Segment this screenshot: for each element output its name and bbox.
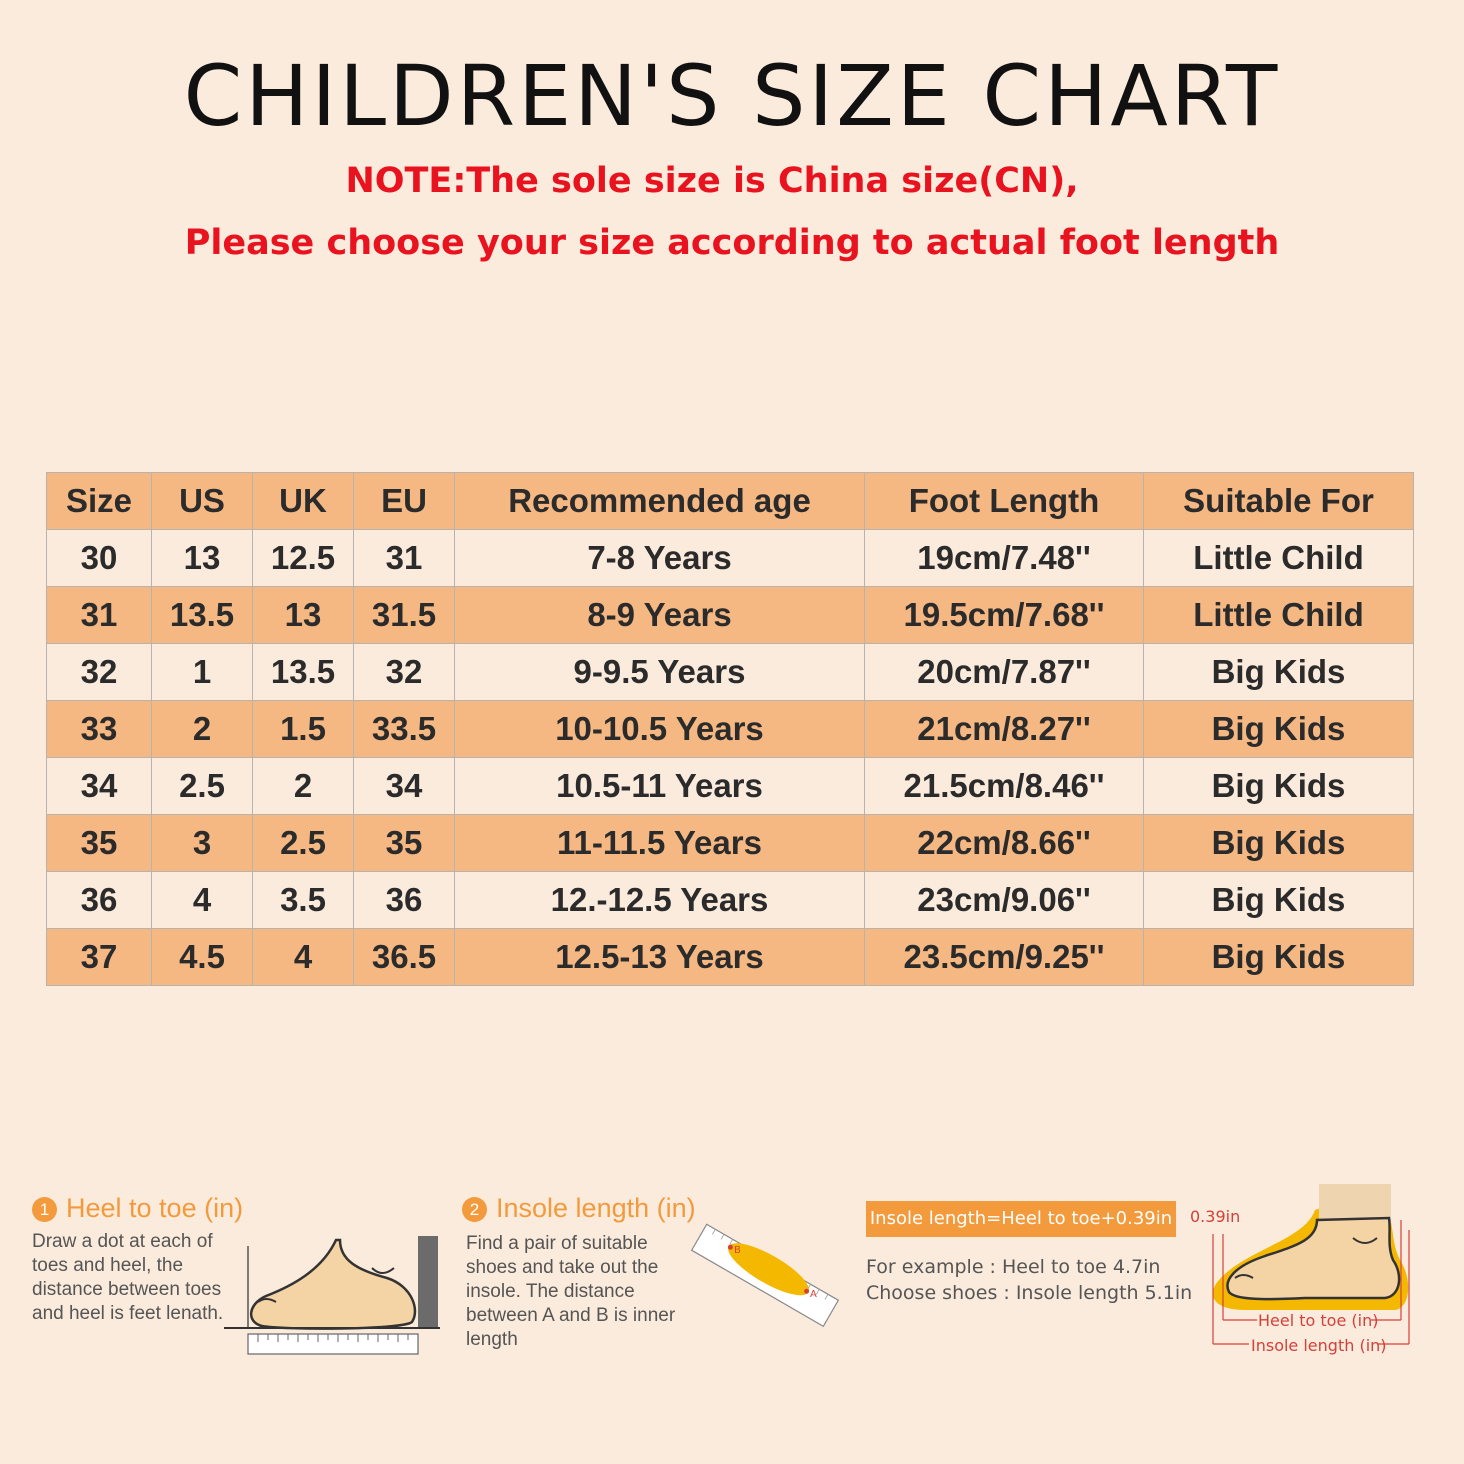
page-title: CHILDREN'S SIZE CHART xyxy=(183,47,1281,145)
cell-foot-length: 21cm/8.27'' xyxy=(864,700,1144,758)
cell-uk: 2 xyxy=(252,757,354,815)
note-line-1: NOTE:The sole size is China size(CN), xyxy=(345,161,1079,201)
cell-size: 33 xyxy=(46,700,152,758)
step-1-text: Draw a dot at each of toes and heel, the… xyxy=(32,1231,224,1324)
insole-ruler-illustration: B A xyxy=(690,1223,840,1328)
cell-foot-length: 19.5cm/7.68'' xyxy=(864,586,1144,644)
cell-suitable-for: Little Child xyxy=(1143,529,1414,587)
cell-size: 32 xyxy=(46,643,152,701)
cell-us: 1 xyxy=(151,643,253,701)
cell-eu: 36.5 xyxy=(353,928,455,986)
heel-to-toe-label: Heel to toe (in) xyxy=(1258,1311,1379,1330)
cell-suitable-for: Big Kids xyxy=(1143,814,1414,872)
cell-foot-length: 21.5cm/8.46'' xyxy=(864,757,1144,815)
cell-uk: 2.5 xyxy=(252,814,354,872)
offset-label: 0.39in xyxy=(1190,1207,1241,1226)
step-2-title: Insole length (in) xyxy=(496,1193,696,1223)
cell-foot-length: 23cm/9.06'' xyxy=(864,871,1144,929)
cell-age: 8-9 Years xyxy=(454,586,865,644)
header-us: US xyxy=(151,472,253,530)
cell-foot-length: 22cm/8.66'' xyxy=(864,814,1144,872)
cell-uk: 4 xyxy=(252,928,354,986)
cell-eu: 31.5 xyxy=(353,586,455,644)
cell-uk: 1.5 xyxy=(252,700,354,758)
cell-us: 4 xyxy=(151,871,253,929)
table-row: 35 3 2.5 35 11-11.5 Years 22cm/8.66'' Bi… xyxy=(46,814,1414,872)
table-row: 37 4.5 4 36.5 12.5-13 Years 23.5cm/9.25'… xyxy=(46,928,1414,986)
cell-size: 37 xyxy=(46,928,152,986)
cell-age: 9-9.5 Years xyxy=(454,643,865,701)
example-line-2: Choose shoes : Insole length 5.1in xyxy=(866,1282,1193,1304)
table-row: 30 13 12.5 31 7-8 Years 19cm/7.48'' Litt… xyxy=(46,529,1414,587)
cell-foot-length: 20cm/7.87'' xyxy=(864,643,1144,701)
cell-eu: 36 xyxy=(353,871,455,929)
cell-suitable-for: Little Child xyxy=(1143,586,1414,644)
cell-uk: 13 xyxy=(252,586,354,644)
table-header-row: Size US UK EU Recommended age Foot Lengt… xyxy=(46,472,1414,530)
note-line-2: Please choose your size according to act… xyxy=(184,223,1280,263)
cell-foot-length: 19cm/7.48'' xyxy=(864,529,1144,587)
cell-suitable-for: Big Kids xyxy=(1143,700,1414,758)
step-1-heading: 1 Heel to toe (in) xyxy=(32,1193,243,1224)
table-row: 36 4 3.5 36 12.-12.5 Years 23cm/9.06'' B… xyxy=(46,871,1414,929)
step-1-number: 1 xyxy=(32,1197,57,1223)
table-row: 31 13.5 13 31.5 8-9 Years 19.5cm/7.68'' … xyxy=(46,586,1414,644)
header-foot-length: Foot Length xyxy=(864,472,1144,530)
cell-suitable-for: Big Kids xyxy=(1143,928,1414,986)
header-size: Size xyxy=(46,472,152,530)
cell-us: 2 xyxy=(151,700,253,758)
cell-eu: 31 xyxy=(353,529,455,587)
insole-formula-badge: Insole length=Heel to toe+0.39in xyxy=(866,1201,1176,1237)
step-2-heading: 2 Insole length (in) xyxy=(462,1193,696,1224)
insole-length-label: Insole length (in) xyxy=(1251,1336,1387,1355)
cell-age: 7-8 Years xyxy=(454,529,865,587)
heel-to-toe-foot-illustration xyxy=(224,1236,440,1355)
cell-age: 12.-12.5 Years xyxy=(454,871,865,929)
cell-size: 34 xyxy=(46,757,152,815)
header-recommended-age: Recommended age xyxy=(454,472,865,530)
table-row: 33 2 1.5 33.5 10-10.5 Years 21cm/8.27'' … xyxy=(46,700,1414,758)
cell-us: 4.5 xyxy=(151,928,253,986)
cell-uk: 3.5 xyxy=(252,871,354,929)
cell-eu: 32 xyxy=(353,643,455,701)
header-eu: EU xyxy=(353,472,455,530)
header-uk: UK xyxy=(252,472,354,530)
cell-size: 30 xyxy=(46,529,152,587)
step-1-title: Heel to toe (in) xyxy=(66,1193,244,1223)
cell-uk: 12.5 xyxy=(252,529,354,587)
example-text: For example : Heel to toe 4.7in Choose s… xyxy=(866,1254,1192,1306)
insole-comparison-foot-illustration xyxy=(1212,1184,1410,1345)
cell-us: 3 xyxy=(151,814,253,872)
cell-us: 13.5 xyxy=(151,586,253,644)
cell-suitable-for: Big Kids xyxy=(1143,757,1414,815)
cell-age: 12.5-13 Years xyxy=(454,928,865,986)
cell-uk: 13.5 xyxy=(252,643,354,701)
cell-eu: 35 xyxy=(353,814,455,872)
cell-size: 36 xyxy=(46,871,152,929)
step-2-text: Find a pair of suitable shoes and take o… xyxy=(466,1233,676,1350)
size-table: Size US UK EU Recommended age Foot Lengt… xyxy=(46,472,1414,986)
cell-age: 11-11.5 Years xyxy=(454,814,865,872)
cell-us: 13 xyxy=(151,529,253,587)
cell-age: 10-10.5 Years xyxy=(454,700,865,758)
table-row: 34 2.5 2 34 10.5-11 Years 21.5cm/8.46'' … xyxy=(46,757,1414,815)
example-line-1: For example : Heel to toe 4.7in xyxy=(866,1256,1161,1278)
insole-point-b-label: B xyxy=(734,1245,741,1256)
cell-foot-length: 23.5cm/9.25'' xyxy=(864,928,1144,986)
cell-size: 31 xyxy=(46,586,152,644)
cell-age: 10.5-11 Years xyxy=(454,757,865,815)
cell-us: 2.5 xyxy=(151,757,253,815)
header-suitable-for: Suitable For xyxy=(1143,472,1414,530)
cell-eu: 33.5 xyxy=(353,700,455,758)
step-2-number: 2 xyxy=(462,1197,487,1223)
cell-suitable-for: Big Kids xyxy=(1143,871,1414,929)
cell-suitable-for: Big Kids xyxy=(1143,643,1414,701)
cell-eu: 34 xyxy=(353,757,455,815)
table-row: 32 1 13.5 32 9-9.5 Years 20cm/7.87'' Big… xyxy=(46,643,1414,701)
cell-size: 35 xyxy=(46,814,152,872)
insole-point-a-label: A xyxy=(810,1289,817,1300)
